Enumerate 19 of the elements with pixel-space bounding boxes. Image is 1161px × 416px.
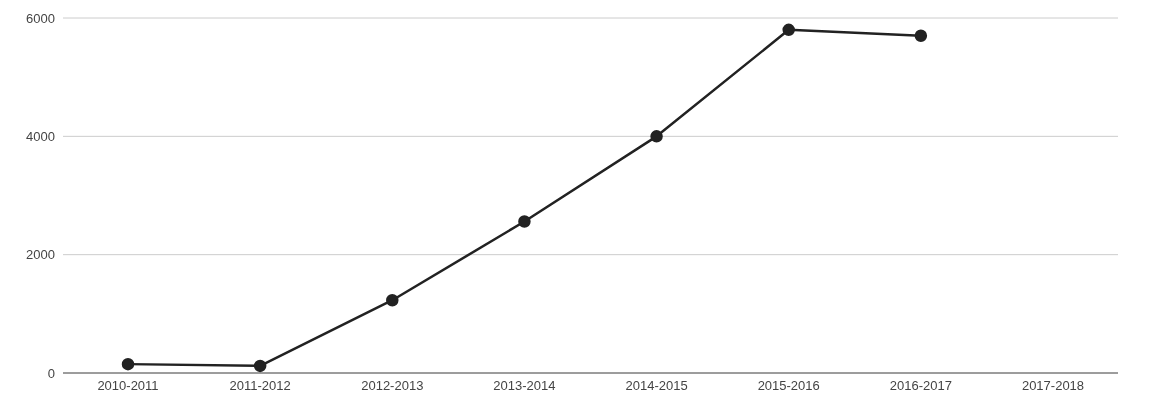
point [518,215,531,228]
point [253,359,267,373]
x-tick-label: 2011-2012 [229,378,291,394]
point [914,29,928,42]
x-tick-label: 2014-2015 [625,378,688,394]
point [650,130,663,143]
y-tick-label: 6000 [26,10,55,26]
point [121,357,135,371]
y-tick-label: 2000 [26,247,55,263]
x-tick-label: 2012-2013 [361,378,424,394]
point [386,293,399,307]
y-tick-label: 4000 [26,128,55,144]
x-tick-label: 2010-2011 [97,378,159,394]
x-tick-label: 2013-2014 [493,378,556,394]
y-tick-label: 0 [47,365,55,381]
x-tick-label: 2016-2017 [889,378,952,394]
point [782,23,795,37]
x-tick-label: 2015-2016 [757,378,820,394]
x-tick-label: 2017-2018 [1021,378,1085,394]
